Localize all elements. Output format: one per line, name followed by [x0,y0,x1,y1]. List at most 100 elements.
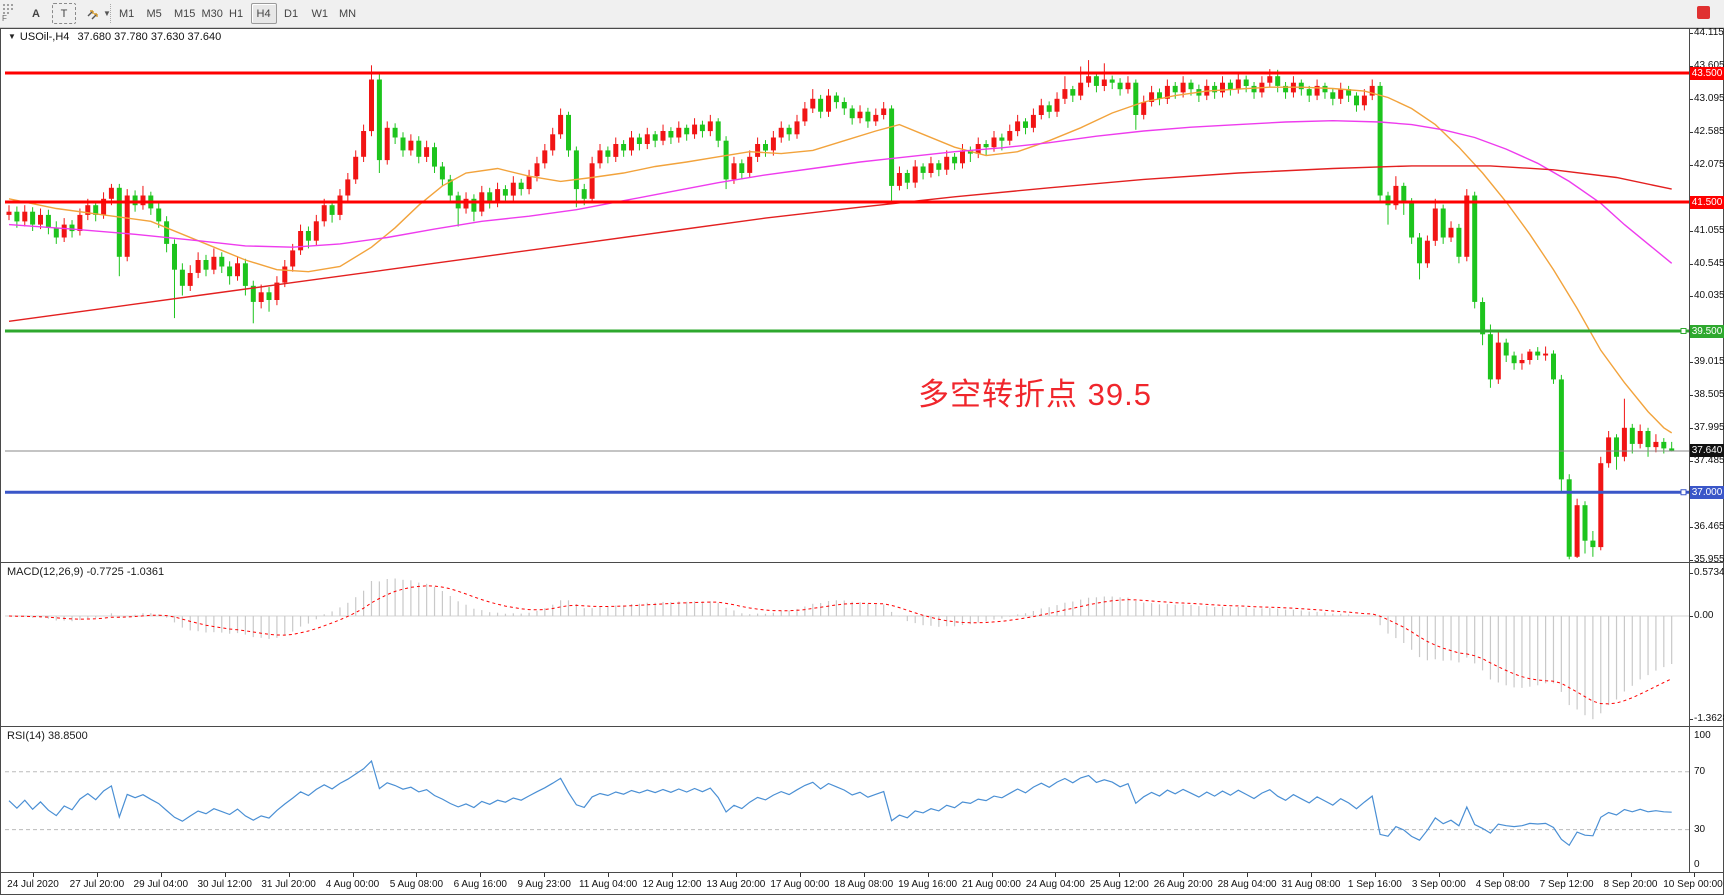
candle-body [1354,95,1359,106]
timeframe-button-m30[interactable]: M30 [201,7,223,20]
candle-body [116,187,122,257]
candle-body [1346,89,1352,96]
price-tick-label: 42.585 [1694,126,1724,138]
candle-body [1472,195,1478,302]
candle-body [329,205,335,215]
candle-body [219,256,225,267]
date-tick-label: 10 Sep 00:00 [1663,879,1723,890]
candle-body [802,108,808,122]
candle-body [534,163,540,177]
date-tick-mark [608,873,610,877]
date-tick-label: 1 Sep 16:00 [1347,879,1402,890]
date-tick-label: 3 Sep 00:00 [1411,879,1466,890]
candle-body [818,98,824,112]
candle-body [195,260,201,273]
candle-body [266,292,272,300]
dropdown-caret-icon: ▼ [103,9,111,18]
candle-body [707,121,713,132]
candle-body [668,131,674,138]
candle-body [1637,431,1643,444]
candle-body [1086,76,1092,83]
candle-body [1424,240,1430,264]
price-axis-divider [1689,29,1690,873]
candle-body [447,179,453,196]
candle-body [471,198,477,212]
date-tick-mark [480,873,482,877]
timeframe-button-h1[interactable]: H1 [229,7,244,20]
timeframe-button-d1[interactable]: D1 [284,7,299,20]
candle-body [1543,353,1549,356]
candle-body [1629,427,1635,444]
candle-body [1038,105,1044,115]
line-drag-handle[interactable] [1680,328,1687,334]
candle-body [258,292,264,302]
price-tick-label: 36.465 [1694,520,1724,532]
candle-body [960,150,965,164]
candle-body [235,263,240,277]
date-tick-mark [1055,873,1057,877]
date-tick-mark [672,873,673,877]
candle-body [353,156,359,180]
chart-annotation-text[interactable]: 多空转折点 39.5 [918,377,1152,412]
objects-button[interactable]: ▼ [80,3,117,24]
candle-body [77,214,83,231]
toolbar-grip-icon[interactable]: F [2,3,18,25]
panel-separator-macd-rsi[interactable] [0,726,1724,727]
timeframe-button-m1[interactable]: M1 [119,7,135,20]
candle-body [1015,121,1021,132]
date-tick-mark [1311,873,1312,877]
candle-body [723,140,729,180]
text-label-button[interactable]: T [52,3,76,24]
line-drag-handle[interactable] [1680,489,1687,496]
date-tick-label: 25 Aug 12:00 [1089,879,1149,890]
candle-body [1535,351,1541,356]
date-tick-mark [863,873,865,877]
rsi-line [8,759,1672,847]
candle-body [731,163,737,180]
toolbar-red-icon[interactable] [1697,6,1710,19]
timeframe-button-m15[interactable]: M15 [174,7,196,20]
candle-body [1054,98,1060,112]
date-tick-label: 29 Jul 04:00 [133,879,189,890]
timeframe-button-h4[interactable]: H4 [250,3,277,24]
candle-body [912,166,918,183]
arrow-marker-button[interactable]: A [32,7,40,20]
panel-separator-main-macd[interactable] [0,562,1724,563]
rsi-tick-label: 0 [1694,859,1700,870]
price-tick-label: 43.605 [1694,60,1724,71]
date-tick-label: 31 Jul 20:00 [261,879,316,890]
candle-body [1141,102,1147,115]
candle-body [778,127,784,138]
price-tick-label: 40.545 [1694,257,1724,269]
candle-body [1007,131,1013,141]
candle-body [108,187,114,199]
rsi-tick-label: 30 [1694,823,1706,835]
candle-body [873,114,879,122]
candle-body [140,195,146,206]
timeframe-button-w1[interactable]: W1 [311,7,329,20]
candle-body [1070,89,1076,96]
date-tick-mark [991,873,993,877]
candle-body [1653,441,1659,448]
candle-body [1582,505,1588,541]
ma-medium-line [8,119,1673,264]
candle-body [298,231,304,251]
candle-body [1275,76,1281,86]
candle-body [1125,82,1131,90]
timeframe-button-m5[interactable]: M5 [146,7,162,20]
date-tick-mark [96,873,98,877]
candle-body [1432,208,1438,241]
timeframe-button-mn[interactable]: MN [339,7,357,20]
price-tick-label: 39.015 [1694,356,1724,368]
candle-body [1456,227,1462,257]
date-tick-label: 24 Aug 04:00 [1025,879,1085,890]
candle-body [865,111,871,122]
candle-body [975,144,981,154]
date-tick-mark [160,873,162,877]
candle-body [305,231,311,241]
chevron-down-icon[interactable]: ▼ [8,32,16,41]
candle-body [510,182,516,196]
candle-body [676,127,682,138]
rsi-tick-label: 100 [1694,730,1711,741]
